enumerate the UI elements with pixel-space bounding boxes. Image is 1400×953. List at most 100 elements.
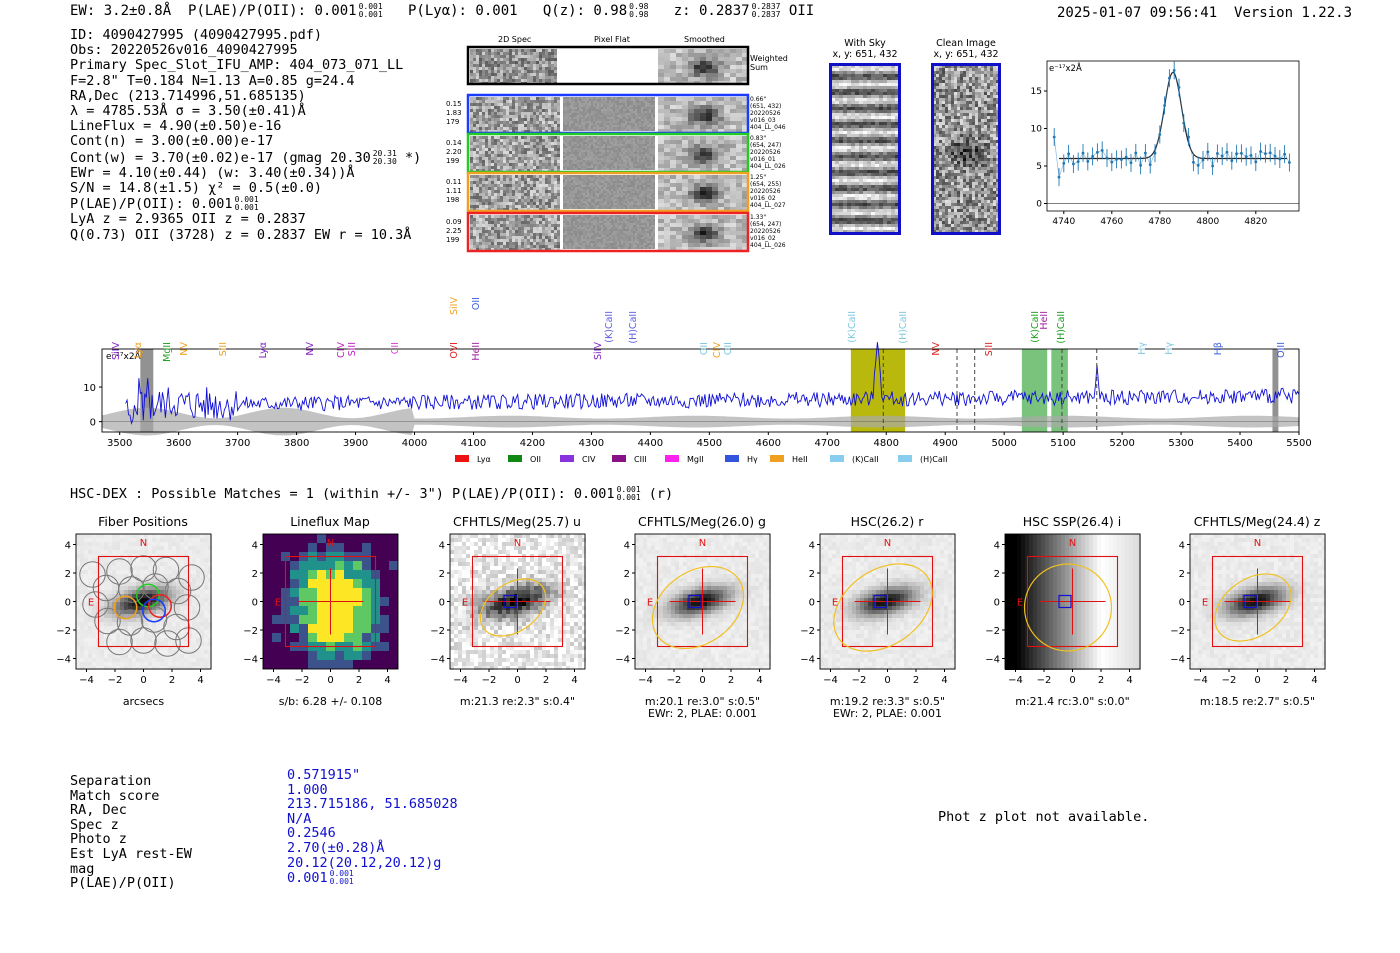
spectrum-line bbox=[125, 342, 1300, 426]
emission-line-label: NV bbox=[931, 342, 942, 356]
spectrum-frame bbox=[101, 348, 1300, 433]
table-value: 213.715186, 51.685028 bbox=[287, 796, 458, 813]
legend-label: (K)CaII bbox=[852, 455, 879, 464]
cutout-xtick-label: 0 bbox=[327, 675, 333, 686]
cutout-image: N E −4 −4 −2 −2 0 0 2 2 4 4 bbox=[1170, 533, 1326, 686]
cutout-ytick-label: −2 bbox=[430, 626, 445, 637]
cutout-ytick-label: 2 bbox=[252, 569, 258, 580]
cutout-ytick-label: −4 bbox=[985, 655, 1000, 666]
info-line: ID: 4090427995 (4090427995.pdf) bbox=[70, 27, 322, 43]
cutout-image: N E −4 −4 −2 −2 0 0 2 2 4 4 bbox=[243, 533, 399, 686]
spec-xtick-label: 4300 bbox=[579, 438, 604, 449]
cutout-ytick-label: 4 bbox=[439, 541, 445, 552]
stamp-col-title: 2D Spec bbox=[498, 35, 532, 44]
east-label: E bbox=[462, 598, 468, 609]
header-z: z: 0.2837 bbox=[673, 3, 750, 19]
table-value: 2.70(±0.28)Å bbox=[287, 839, 385, 856]
legend-swatch bbox=[560, 455, 574, 462]
stamp-row bbox=[466, 211, 750, 253]
east-label: E bbox=[1202, 598, 1208, 609]
spec-xtick-label: 5100 bbox=[1050, 438, 1075, 449]
spec-xtick-label: 4900 bbox=[932, 438, 957, 449]
fiber-highlight bbox=[142, 598, 166, 623]
cutout-ytick-label: 0 bbox=[439, 598, 445, 609]
cutout-ytick-label: 0 bbox=[624, 598, 630, 609]
header-qz: Q(z): 0.98 bbox=[542, 3, 628, 19]
cutout-xtick-label: 0 bbox=[514, 675, 520, 686]
cutout-ytick-label: 2 bbox=[624, 569, 630, 580]
cutout-ytick-label: −2 bbox=[800, 626, 815, 637]
cutout-ytick-label: 4 bbox=[994, 541, 1000, 552]
cutout-ytick-label: 2 bbox=[1179, 569, 1185, 580]
spec-xtick-label: 4100 bbox=[461, 438, 486, 449]
emission-line-label: CIV bbox=[336, 342, 347, 358]
fiber-circle bbox=[106, 628, 133, 656]
header-plae-frac: 0.001 0.001 bbox=[358, 2, 383, 19]
spec-xtick-label: 4200 bbox=[520, 438, 545, 449]
info-line: Obs: 20220526v016_4090427995 bbox=[70, 42, 298, 59]
region-h bbox=[1051, 349, 1068, 432]
stamp-row-stats: 0.11 1.11 198 bbox=[446, 178, 462, 204]
cutout-ytick-label: 4 bbox=[1179, 541, 1185, 552]
zoom-ytick-label: 10 bbox=[1031, 125, 1043, 135]
stamp-row-stats: 0.15 1.83 179 bbox=[446, 100, 462, 126]
source-ellipse bbox=[1023, 563, 1113, 652]
zoom-ylabel: e⁻¹⁷x2Å bbox=[1049, 62, 1082, 74]
cutout-pixels bbox=[76, 534, 212, 670]
legend-label: Hγ bbox=[747, 455, 758, 464]
fiber-stamps: 2D Spec Pixel Flat Smoothed Weighted Sum bbox=[466, 32, 788, 257]
cutout-xtick-label: 2 bbox=[1098, 675, 1104, 686]
emission-line-label: OII bbox=[723, 342, 734, 355]
spec-xtick-label: 5400 bbox=[1227, 438, 1252, 449]
stamp-row-meta: 0.66" (651, 432) 20220526 v016_03 404_LL_046 bbox=[750, 96, 786, 131]
cutout-xtick-label: −2 bbox=[1222, 675, 1237, 686]
aperture-box bbox=[471, 555, 564, 648]
cutout-ytick-label: 0 bbox=[1179, 598, 1185, 609]
cutout-xtick-label: −2 bbox=[295, 675, 310, 686]
spec-xtick-label: 5300 bbox=[1168, 438, 1193, 449]
legend-swatch bbox=[770, 455, 784, 462]
zoom-model-curve bbox=[1059, 71, 1287, 160]
cutout-xtick-label: −4 bbox=[823, 675, 838, 686]
stamp-col-title: Pixel Flat bbox=[594, 35, 630, 44]
fiber-circle bbox=[94, 607, 121, 635]
source-ellipse bbox=[1214, 573, 1292, 642]
match-table-labels: Separation Match score RA, Dec Spec z Ph… bbox=[70, 774, 192, 891]
fiber-circle bbox=[154, 630, 181, 657]
masked-region bbox=[1272, 349, 1279, 432]
cutout-xtick-label: 0 bbox=[1069, 675, 1075, 686]
header-summary: EW: 3.2±0.8Å P(LAE)/P(OII): 0.001 0.001 0.… bbox=[70, 2, 815, 20]
cutout-xtick-label: 4 bbox=[1126, 675, 1132, 686]
spec-xtick-label: 3600 bbox=[166, 438, 191, 449]
cutout-image: N E −4 −4 −2 −2 0 0 2 2 4 4 bbox=[430, 533, 586, 686]
cutout-xtick-label: 4 bbox=[571, 675, 577, 686]
cutout-ytick-label: −2 bbox=[615, 626, 630, 637]
header-z-line: OII bbox=[788, 3, 815, 19]
emission-line-label: Lyα bbox=[133, 342, 144, 358]
emission-line-label: OII bbox=[699, 342, 710, 355]
stamp-row-stats: 0.09 2.25 199 bbox=[446, 218, 462, 244]
header-plae: P(LAE)/P(OII): 0.001 bbox=[188, 3, 357, 19]
emission-line-label: SiIV bbox=[593, 342, 604, 360]
legend-swatch bbox=[898, 455, 912, 462]
fiber-circle bbox=[118, 576, 145, 603]
cutout-ytick-label: −4 bbox=[1170, 655, 1185, 666]
header-datetime: 2025-01-07 09:56:41 Version 1.22.3 bbox=[1057, 5, 1352, 21]
cutout-ytick-label: 4 bbox=[252, 541, 258, 552]
zoom-ytick-label: 15 bbox=[1031, 87, 1042, 97]
catalog-marker bbox=[1243, 594, 1257, 609]
zoom-point bbox=[1052, 135, 1056, 139]
cutout-pixels bbox=[1190, 534, 1326, 670]
zoom-xtick-label: 4740 bbox=[1052, 217, 1075, 227]
emission-line-label: (K)CaII bbox=[847, 311, 858, 343]
cutout-xtick-label: −4 bbox=[1193, 675, 1208, 686]
with-sky-image bbox=[829, 63, 901, 235]
spec-xtick-label: 3700 bbox=[225, 438, 250, 449]
fiber-circle bbox=[178, 564, 205, 591]
cutout-caption-line: m:19.2 re:3.3" s:0.5" bbox=[829, 695, 946, 708]
cutout-xtick-label: 4 bbox=[756, 675, 762, 686]
cutout-ytick-label: 2 bbox=[809, 569, 815, 580]
weighted-sum-label: Weighted Sum bbox=[750, 54, 788, 72]
info-line: Cont(n) = 3.00(±0.00)e-17 bbox=[70, 133, 274, 150]
cutout-image: N E −4 −4 −2 −2 0 0 2 2 4 4 bbox=[615, 533, 771, 686]
